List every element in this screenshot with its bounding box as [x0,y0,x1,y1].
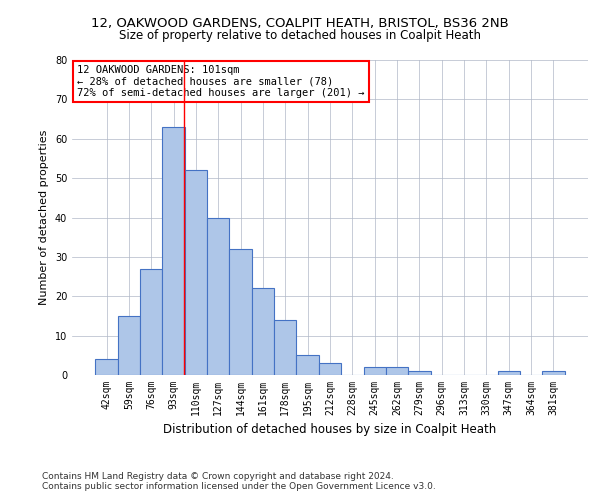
Text: 12, OAKWOOD GARDENS, COALPIT HEATH, BRISTOL, BS36 2NB: 12, OAKWOOD GARDENS, COALPIT HEATH, BRIS… [91,18,509,30]
Text: Contains HM Land Registry data © Crown copyright and database right 2024.: Contains HM Land Registry data © Crown c… [42,472,394,481]
Text: Size of property relative to detached houses in Coalpit Heath: Size of property relative to detached ho… [119,29,481,42]
Bar [274,320,296,375]
Bar [364,367,386,375]
Text: 12 OAKWOOD GARDENS: 101sqm
← 28% of detached houses are smaller (78)
72% of semi: 12 OAKWOOD GARDENS: 101sqm ← 28% of deta… [77,64,365,98]
Bar [319,363,341,375]
Bar [542,371,565,375]
Bar [229,249,252,375]
Bar [95,359,118,375]
Bar [207,218,229,375]
Bar [140,268,163,375]
Text: Contains public sector information licensed under the Open Government Licence v3: Contains public sector information licen… [42,482,436,491]
X-axis label: Distribution of detached houses by size in Coalpit Heath: Distribution of detached houses by size … [163,424,497,436]
Bar [497,371,520,375]
Bar [296,356,319,375]
Bar [408,371,431,375]
Bar [163,127,185,375]
Y-axis label: Number of detached properties: Number of detached properties [39,130,49,305]
Bar [118,316,140,375]
Bar [185,170,207,375]
Bar [386,367,408,375]
Bar [252,288,274,375]
